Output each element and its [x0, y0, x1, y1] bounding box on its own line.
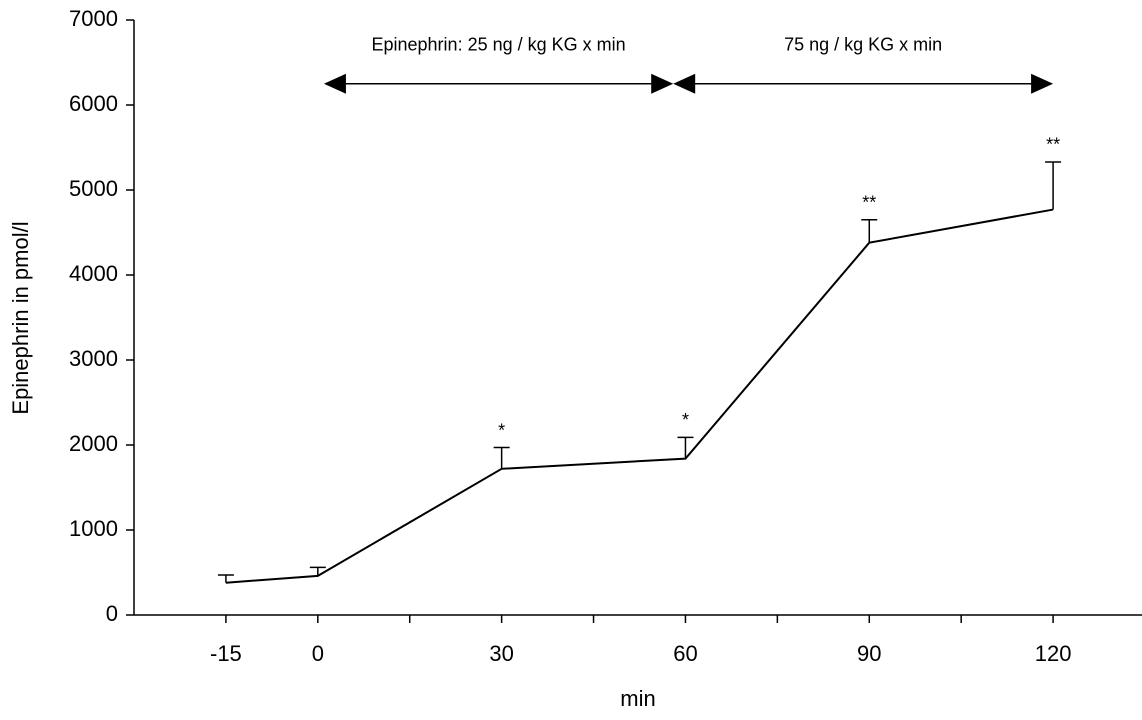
y-tick-label: 3000: [69, 346, 118, 371]
x-axis-label: min: [620, 686, 655, 711]
arrow-head: [323, 73, 346, 94]
arrow-head: [673, 73, 696, 94]
y-tick-label: 5000: [69, 176, 118, 201]
arrow-head: [651, 73, 674, 94]
x-tick-label: 30: [489, 641, 513, 666]
y-tick-label: 7000: [69, 6, 118, 31]
arrow-label: 75 ng / kg KG x min: [784, 35, 942, 55]
significance-label: *: [498, 420, 505, 440]
significance-label: **: [1046, 135, 1060, 155]
y-axis-label: Epinephrin in pmol/l: [8, 221, 33, 414]
line: [225, 208, 1054, 584]
arrow-label: Epinephrin: 25 ng / kg KG x min: [372, 35, 626, 55]
x-tick-label: -15: [210, 641, 242, 666]
y-tick-label: 2000: [69, 431, 118, 456]
significance-label: **: [862, 193, 876, 213]
x-tick-label: 120: [1035, 641, 1072, 666]
y-tick-label: 0: [106, 601, 118, 626]
y-tick-label: 1000: [69, 516, 118, 541]
x-tick-label: 90: [857, 641, 881, 666]
y-tick-label: 4000: [69, 261, 118, 286]
arrow-head: [1031, 73, 1054, 94]
y-tick-label: 6000: [69, 91, 118, 116]
x-tick-label: 0: [312, 641, 324, 666]
x-tick-label: 60: [673, 641, 697, 666]
significance-label: *: [682, 410, 689, 430]
